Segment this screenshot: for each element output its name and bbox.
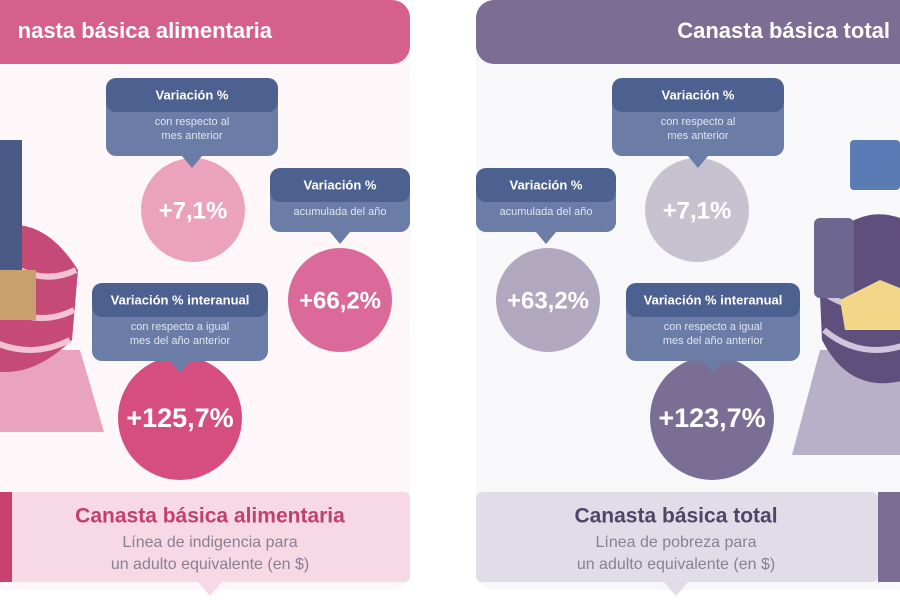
footer-line: Línea de indigencia para <box>122 534 297 551</box>
label-sub: mes del año anterior <box>130 335 231 347</box>
label-title: Variación % <box>156 87 229 102</box>
footer-box <box>476 492 878 582</box>
label-sub: acumulada del año <box>500 206 593 218</box>
value-circle <box>650 356 774 480</box>
label-title: Variación % <box>304 177 377 192</box>
label-sub: mes anterior <box>161 130 222 142</box>
value-text: +125,7% <box>126 403 233 433</box>
value-text: +123,7% <box>658 403 765 433</box>
value-circle <box>288 248 392 352</box>
header-title: Canasta básica total <box>677 18 890 43</box>
label-sub: mes anterior <box>667 130 728 142</box>
footer-accent <box>878 492 900 582</box>
label-box <box>92 283 268 317</box>
label-sub: con respecto a igual <box>664 321 762 333</box>
label-title: Variación % <box>662 87 735 102</box>
value-text: +63,2% <box>507 287 589 314</box>
label-box <box>476 168 616 202</box>
label-box <box>612 78 784 112</box>
label-sub: acumulada del año <box>294 206 387 218</box>
footer-accent <box>0 492 12 582</box>
label-tail <box>688 156 708 168</box>
footer-tail <box>664 582 688 596</box>
value-circle <box>496 248 600 352</box>
label-sub: con respecto al <box>155 116 230 128</box>
value-circle <box>645 158 749 262</box>
label-tail <box>703 361 723 373</box>
label-sub: con respecto al <box>661 116 736 128</box>
label-sub: mes del año anterior <box>663 335 764 347</box>
footer-box <box>10 492 410 582</box>
label-title: Variación % <box>510 177 583 192</box>
header-bar <box>476 0 900 64</box>
label-sub: con respecto a igual <box>131 321 229 333</box>
label-title: Variación % interanual <box>111 292 250 307</box>
value-text: +66,2% <box>299 287 381 314</box>
value-text: +7,1% <box>663 197 732 224</box>
footer-line: un adulto equivalente (en $) <box>577 556 775 573</box>
label-tail <box>536 232 556 244</box>
footer-title: Canasta básica total <box>574 505 777 528</box>
footer-title: Canasta básica alimentaria <box>75 505 345 528</box>
label-box <box>626 283 800 317</box>
value-circle <box>141 158 245 262</box>
label-box <box>106 78 278 112</box>
header-title: nasta básica alimentaria <box>18 18 273 43</box>
basket-illustration <box>0 140 104 432</box>
label-tail <box>330 232 350 244</box>
label-tail <box>182 156 202 168</box>
label-title: Variación % interanual <box>644 292 783 307</box>
basket-illustration <box>792 140 900 455</box>
value-circle <box>118 356 242 480</box>
footer-tail <box>198 582 222 596</box>
footer-line: un adulto equivalente (en $) <box>111 556 309 573</box>
value-text: +7,1% <box>159 197 228 224</box>
label-tail <box>170 361 190 373</box>
footer-line: Línea de pobreza para <box>595 534 756 551</box>
header-bar <box>0 0 410 64</box>
label-box <box>270 168 410 202</box>
